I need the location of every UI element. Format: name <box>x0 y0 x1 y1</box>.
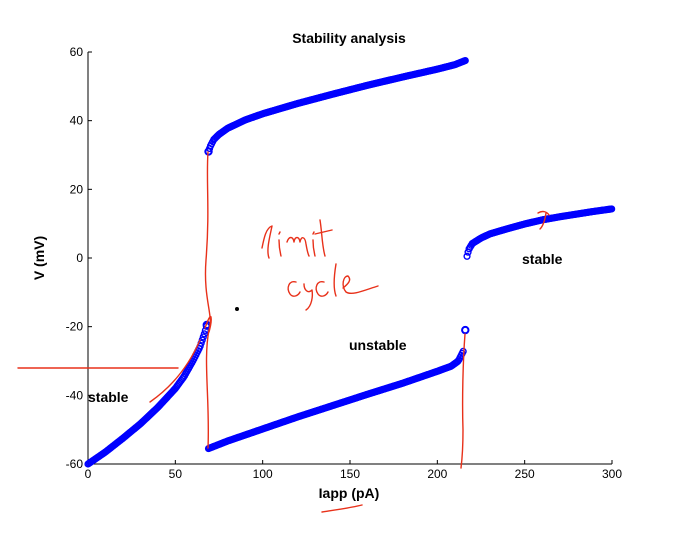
data-point <box>608 205 616 213</box>
x-tick-label: 0 <box>85 467 92 481</box>
y-tick-label: 0 <box>76 251 83 265</box>
data-point <box>461 56 469 65</box>
y-tick-label: -60 <box>66 457 84 471</box>
hand-underline <box>321 504 363 513</box>
hand-tick-left <box>204 315 212 333</box>
data-point <box>200 330 208 338</box>
data-point <box>199 333 207 341</box>
x-tick-label: 300 <box>602 467 622 481</box>
x-axis-label: Iapp (pA) <box>319 485 380 501</box>
y-tick-label: -20 <box>66 320 84 334</box>
hand-vertical-left <box>204 151 211 449</box>
y-axis-label: V (mV) <box>31 236 47 280</box>
hand-word-cycle <box>287 263 379 311</box>
hand-vertical-right <box>460 333 466 469</box>
annotation-stable-left: stable <box>88 389 129 405</box>
hand-mark-right <box>537 210 550 230</box>
x-tick-label: 150 <box>340 467 360 481</box>
y-tick-label: 40 <box>70 114 84 128</box>
center-dot <box>235 307 239 311</box>
hand-annotations <box>17 151 550 513</box>
hand-word-limit <box>261 219 333 259</box>
annotation-stable-right: stable <box>522 251 563 267</box>
y-tick-label: 20 <box>70 182 84 196</box>
y-tick-label: -40 <box>66 388 84 402</box>
hand-line-left-branch <box>149 339 201 403</box>
y-tick-label: 60 <box>70 45 84 59</box>
x-tick-label: 200 <box>427 467 447 481</box>
data-markers <box>84 56 616 468</box>
x-tick-label: 250 <box>515 467 535 481</box>
chart-title: Stability analysis <box>292 30 406 46</box>
ticks <box>87 51 613 465</box>
annotation-unstable: unstable <box>349 337 407 353</box>
data-point <box>463 252 471 260</box>
x-tick-label: 50 <box>169 467 183 481</box>
tick-labels: 0 50 100 150 200 250 300 -60 -40 -20 0 20 40 60 <box>66 45 623 481</box>
isolated-point <box>461 325 470 335</box>
x-tick-label: 100 <box>253 467 273 481</box>
